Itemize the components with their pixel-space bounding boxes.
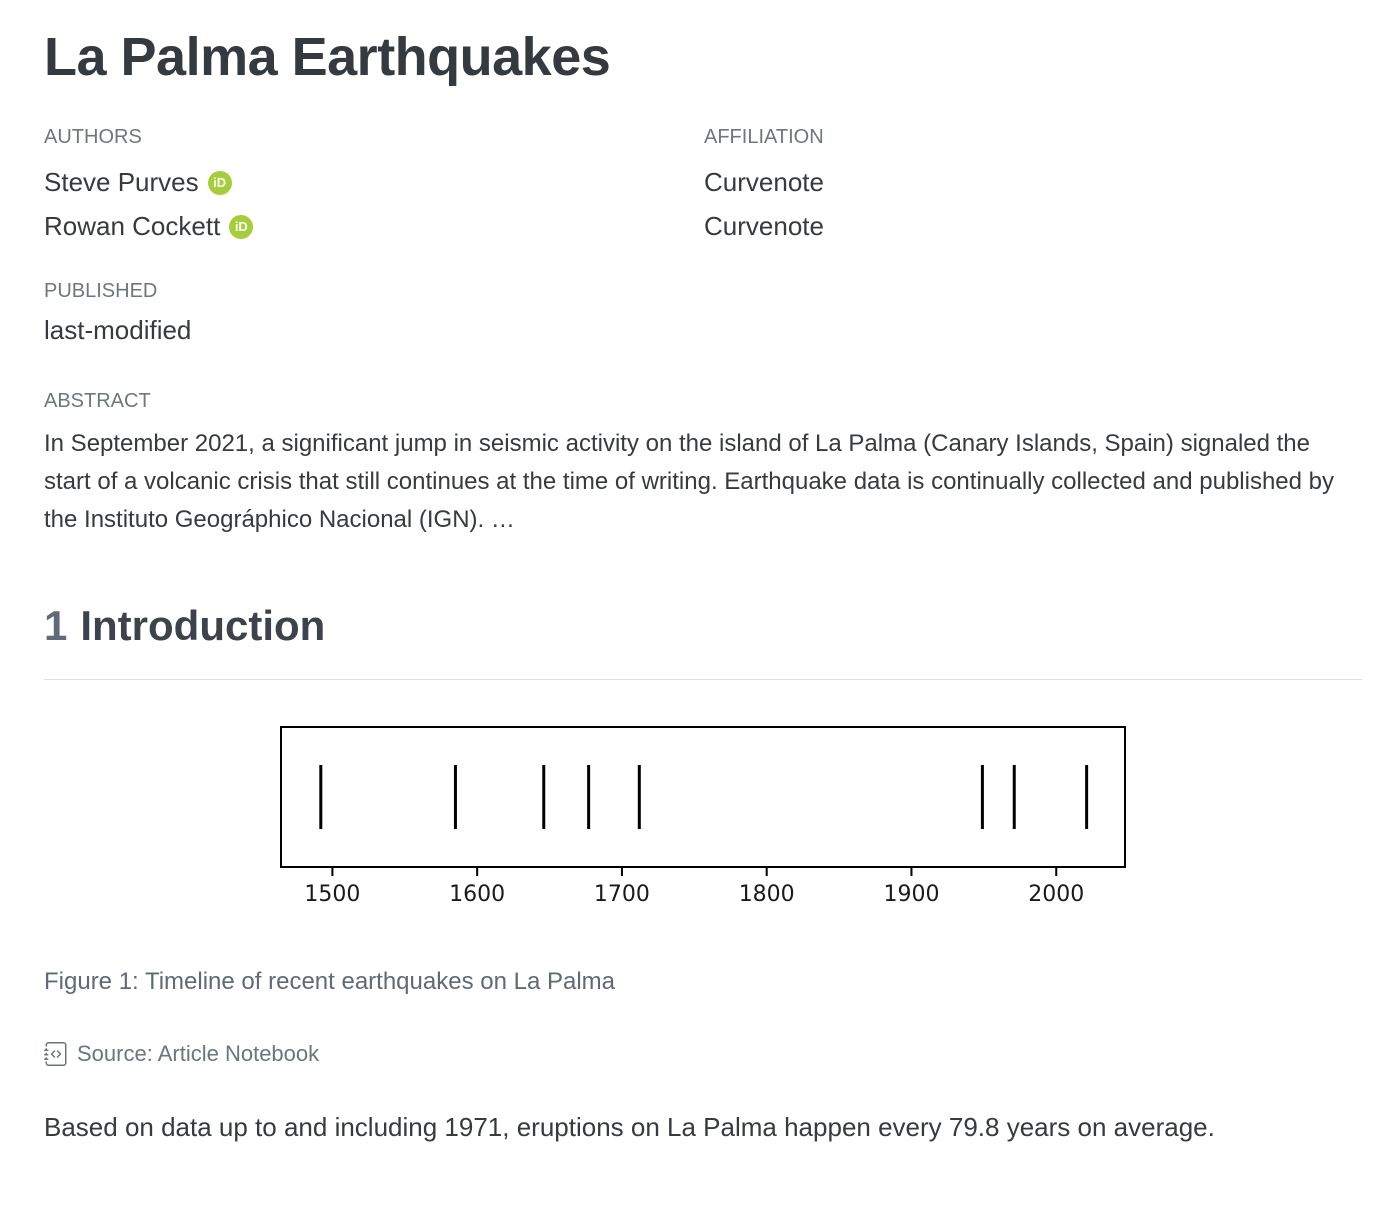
svg-text:1600: 1600 (449, 882, 505, 906)
section-title: Introduction (80, 601, 326, 649)
affiliation-column: AFFILIATION Curvenote Curvenote (704, 125, 1362, 249)
affiliation-label: AFFILIATION (704, 125, 824, 148)
article-content: La Palma Earthquakes AUTHORS Steve Purve… (44, 26, 1362, 1150)
published-value: last-modified (44, 314, 192, 345)
source-link-label: Source: Article Notebook (77, 1041, 320, 1067)
source-link[interactable]: Source: Article Notebook (44, 1041, 319, 1067)
author-row: Steve Purves iD (44, 161, 704, 205)
author-name: Steve Purves (44, 167, 199, 198)
figure-1: 1500 1600 1700 1800 1900 2000 (44, 726, 1362, 911)
affiliation-value: Curvenote (704, 167, 824, 198)
body-paragraph: Based on data up to and including 1971, … (44, 1112, 1215, 1143)
published-block: PUBLISHED last-modified (44, 279, 1362, 345)
abstract-text: In September 2021, a significant jump in… (44, 429, 1335, 533)
figure-caption: Figure 1: Timeline of recent earthquakes… (44, 968, 615, 996)
svg-text:1900: 1900 (883, 882, 939, 906)
section-number: 1 (44, 601, 68, 649)
frontmatter-grid: AUTHORS Steve Purves iD Rowan Cockett iD… (44, 125, 1362, 249)
svg-text:1500: 1500 (304, 882, 360, 906)
authors-label: AUTHORS (44, 125, 142, 148)
orcid-icon[interactable]: iD (207, 170, 232, 195)
svg-text:1700: 1700 (594, 882, 650, 906)
page-title: La Palma Earthquakes (44, 27, 611, 87)
svg-text:2000: 2000 (1028, 882, 1084, 906)
section-heading-introduction: 1 Introduction (44, 601, 1362, 681)
affiliation-value: Curvenote (704, 211, 824, 242)
abstract-label: ABSTRACT (44, 389, 151, 412)
timeline-eventplot: 1500 1600 1700 1800 1900 2000 (280, 726, 1126, 906)
author-row: Rowan Cockett iD (44, 205, 704, 249)
published-label: PUBLISHED (44, 279, 158, 302)
authors-column: AUTHORS Steve Purves iD Rowan Cockett iD (44, 125, 704, 249)
svg-text:1800: 1800 (739, 882, 795, 906)
abstract-block: ABSTRACT In September 2021, a significan… (44, 389, 1362, 539)
orcid-icon[interactable]: iD (229, 214, 254, 239)
author-name: Rowan Cockett (44, 211, 221, 242)
journal-code-icon (44, 1041, 68, 1067)
